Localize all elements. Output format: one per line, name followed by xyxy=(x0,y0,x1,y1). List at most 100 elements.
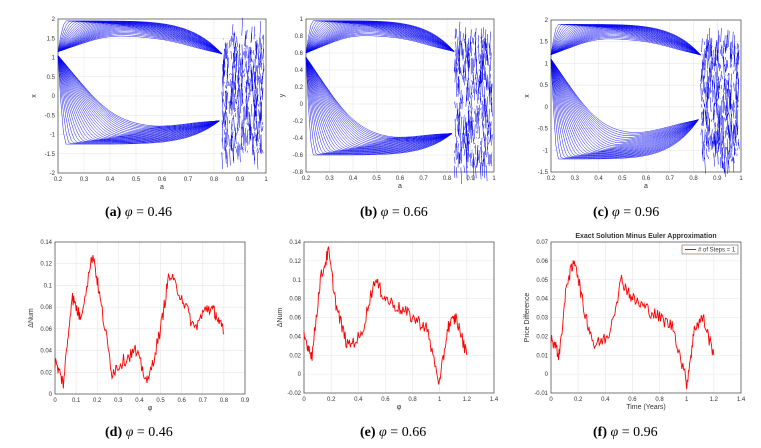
x-tick-label: 0.2 xyxy=(327,397,336,403)
lower-branch-curve xyxy=(57,55,220,136)
upper-branch-curve xyxy=(57,21,222,54)
lower-branch-curve xyxy=(550,59,699,156)
y-tick-label: 0.04 xyxy=(289,334,301,340)
y-tick-label: -0.2 xyxy=(293,119,304,125)
lower-branch-curve xyxy=(57,55,220,142)
lower-branch-curve xyxy=(305,57,452,154)
lower-branch-curve xyxy=(550,59,699,149)
lower-branch-curve xyxy=(57,55,220,144)
x-tick-label: 1 xyxy=(685,397,689,403)
lower-branch-curve xyxy=(305,57,452,146)
legend-box xyxy=(681,244,739,255)
x-tick-label: 0.8 xyxy=(408,397,417,403)
lower-branch-curve xyxy=(57,55,220,145)
upper-branch-curve xyxy=(305,21,455,54)
lower-branch-curve xyxy=(57,55,220,129)
lower-branch-curve xyxy=(57,55,220,138)
upper-branch-curve xyxy=(550,30,701,56)
x-tick-label: 0.3 xyxy=(571,176,580,182)
lower-branch-curve xyxy=(57,55,220,142)
caption-f-label: (f) xyxy=(593,425,607,440)
x-axis-label: φ xyxy=(397,404,402,411)
y-tick-label: 0.4 xyxy=(295,68,304,74)
legend: # of Steps = 1 xyxy=(681,244,739,255)
x-tick-label: 0.4 xyxy=(601,397,610,403)
y-tick-label: 0 xyxy=(545,105,549,111)
caption-f: (f) φ = 0.96 xyxy=(593,425,658,441)
caption-f-value: = 0.96 xyxy=(621,425,658,440)
lower-branch-curve xyxy=(550,59,699,157)
upper-branch-curve xyxy=(550,37,701,56)
y-axis-label: Price Difference xyxy=(524,293,531,343)
y-tick-label: 1.5 xyxy=(47,36,56,42)
upper-branch-curve xyxy=(550,31,701,56)
x-tick-label: 0.9 xyxy=(466,176,475,182)
y-tick-label: 0 xyxy=(300,102,304,108)
x-tick-label: 0.8 xyxy=(689,176,698,182)
x-tick-label: 0.6 xyxy=(177,398,186,404)
x-tick-label: 0.5 xyxy=(132,177,141,183)
upper-branch-curve xyxy=(57,35,222,54)
chart-title: Exact Solution Minus Euler Approximation xyxy=(575,233,716,240)
lower-branch-curve xyxy=(550,59,699,155)
y-tick-label: 0.01 xyxy=(536,353,548,359)
caption-a-label: (a) xyxy=(105,205,122,220)
y-tick-label: 0.08 xyxy=(40,305,52,311)
y-tick-label: 0.02 xyxy=(40,370,52,376)
lower-branch-curve xyxy=(305,57,452,155)
caption-c: (c) φ = 0.96 xyxy=(593,205,659,221)
y-tick-label: 0.6 xyxy=(295,51,304,57)
chart-c: 0.2 0.3 0.4 0.5 0.6 0.7 0.8 0.9 1 -1.5 -1 -0.5 0 0.5 1… xyxy=(524,18,743,190)
upper-branch-curve xyxy=(305,25,455,54)
lower-branch-curve xyxy=(550,58,699,133)
lower-branch-curve xyxy=(57,55,220,139)
plot-frame xyxy=(550,19,742,173)
lower-branch-curve xyxy=(57,55,220,130)
upper-branch-curve xyxy=(550,34,701,56)
plot-frame xyxy=(54,241,246,395)
upper-branch-curve xyxy=(305,22,455,54)
lower-branch-curve xyxy=(305,57,452,156)
lower-branch-curve xyxy=(57,55,220,143)
lower-branch-curve xyxy=(57,55,220,128)
chart-a: 0.2 0.3 0.4 0.5 0.6 0.7 0.8 0.9 1 -2 -1.5 -1 -0.5 0 0.… xyxy=(31,17,268,191)
x-tick-label: 0.6 xyxy=(396,176,405,182)
y-tick-label: 0.07 xyxy=(536,240,548,246)
lower-branch-curve xyxy=(550,58,699,135)
lower-branch-curve xyxy=(550,58,699,140)
caption-a-value: = 0.46 xyxy=(136,205,172,220)
y-tick-label: 0.14 xyxy=(40,240,52,246)
upper-branch-curve xyxy=(57,25,222,54)
lower-branch-curve xyxy=(305,57,452,151)
upper-branch-curve xyxy=(57,28,222,55)
y-axis-label: x xyxy=(31,94,38,98)
upper-branch-curve xyxy=(305,21,455,54)
upper-branch-curve xyxy=(550,25,701,55)
x-tick-label: 0.7 xyxy=(199,398,208,404)
x-tick-label: 0.5 xyxy=(618,176,627,182)
y-axis-label: y xyxy=(279,93,286,97)
upper-branch-curve xyxy=(550,26,701,55)
caption-a-symbol: φ xyxy=(124,205,133,220)
y-tick-label: 1 xyxy=(545,61,549,67)
y-tick-label: 1 xyxy=(52,56,56,62)
upper-branch-curve xyxy=(550,32,701,56)
upper-branch-curve xyxy=(550,25,701,55)
upper-branch-curve xyxy=(57,23,222,54)
plot-frame xyxy=(57,18,267,174)
x-tick-label: 0 xyxy=(549,397,553,403)
caption-d-label: (d) xyxy=(105,425,123,440)
lower-branch-curve xyxy=(550,59,699,153)
series-curves xyxy=(57,17,265,170)
x-tick-label: 0.9 xyxy=(241,398,250,404)
y-tick-label: -0.5 xyxy=(45,113,56,119)
x-tick-label: 1 xyxy=(739,176,743,182)
upper-branch-curve xyxy=(57,31,222,55)
lower-branch-curve xyxy=(305,57,452,147)
caption-c-symbol: φ xyxy=(612,205,620,220)
upper-branch-curve xyxy=(305,30,455,54)
y-axis-label: ΔNum xyxy=(277,308,284,328)
lower-branch-curve xyxy=(305,57,452,152)
upper-branch-curve xyxy=(305,22,455,54)
